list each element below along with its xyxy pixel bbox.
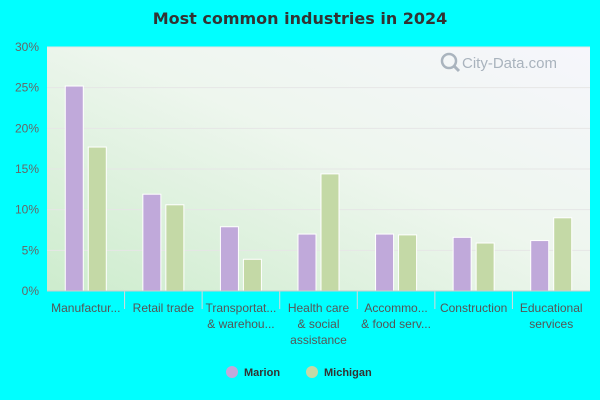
grid-lines [47,46,590,251]
x-axis: Manufactur... Retail trade Transportat... &… [51,301,582,347]
bar-marion [142,193,162,292]
x-category-label: Educational services [520,301,583,331]
y-tick-label: 5% [22,243,40,257]
bar-michigan [398,234,418,292]
legend-swatch-michigan [306,366,318,378]
bar-marion [530,240,550,292]
magnifier-icon [440,52,458,70]
legend-swatch-marion [226,366,238,378]
bar-michigan [165,204,185,292]
watermark-text: City-Data.com [462,55,557,72]
legend: Marion Michigan [226,366,372,379]
x-category-label: Manufactur... [51,301,120,315]
x-category-label: Accommo... & food serv... [361,301,431,331]
x-category-label: Retail trade [133,301,195,315]
chart-title: Most common industries in 2024 [152,9,448,28]
y-tick-label: 15% [15,162,39,176]
legend-label-michigan: Michigan [324,367,372,379]
bar-michigan [320,173,340,292]
bars [64,85,573,309]
bar-michigan [553,217,573,292]
bar-michigan [475,242,495,292]
bar-marion [452,236,472,292]
y-tick-label: 30% [15,40,39,54]
bar-marion [64,85,84,292]
bar-marion [375,233,395,292]
magnifier-handle [452,64,461,73]
y-tick-label: 0% [22,284,40,298]
y-tick-label: 20% [15,121,39,135]
y-tick-label: 10% [15,203,39,217]
bar-marion [297,233,317,292]
y-axis: 0% 5% 10% 15% 20% 25% 30% [15,40,590,298]
bar-michigan [242,258,262,292]
x-category-label: Health care & social assistance [288,301,350,347]
bar-marion [219,226,239,292]
y-tick-label: 25% [15,81,39,95]
bar-michigan [87,146,107,292]
x-category-label: Transportat... & warehou... [205,301,276,331]
x-category-label: Construction [440,301,507,315]
watermark: City-Data.com [440,52,557,73]
legend-label-marion: Marion [244,367,280,379]
